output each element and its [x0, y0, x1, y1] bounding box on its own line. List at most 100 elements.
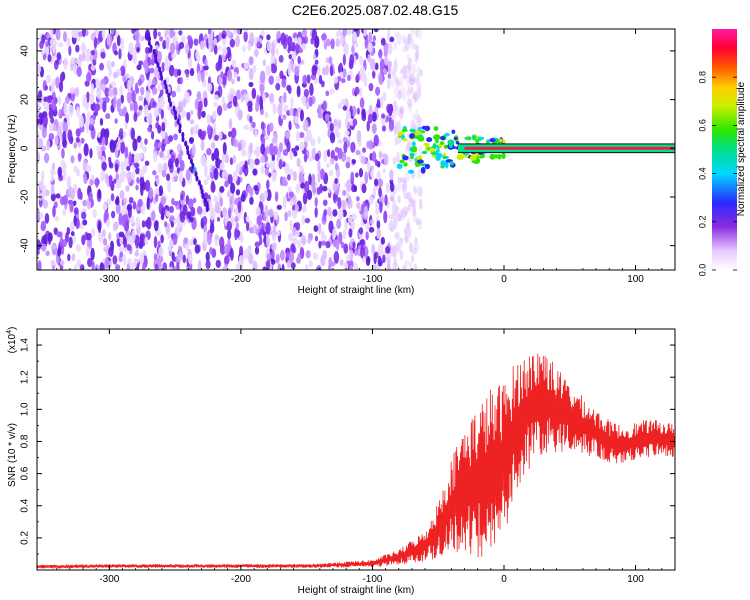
noise-speck [61, 148, 65, 159]
x-tick-label: 0 [501, 574, 507, 585]
noise-speck [205, 259, 211, 269]
noise-speck [249, 115, 253, 124]
noise-speck [260, 85, 264, 98]
noise-speck [328, 220, 334, 234]
noise-speck [269, 143, 274, 156]
noise-speck [264, 205, 269, 218]
noise-speck [169, 205, 174, 214]
noise-speck [299, 246, 305, 260]
chart-title: C2E6.2025.087.02.48.G15 [291, 2, 459, 18]
noise-speck [44, 114, 48, 127]
noise-speck [369, 219, 374, 225]
streak-segment [205, 201, 209, 208]
noise-speck [355, 73, 360, 82]
noise-speck [259, 236, 263, 246]
noise-speck [418, 29, 423, 40]
noise-speck [271, 64, 278, 74]
noise-speck [335, 238, 340, 251]
noise-speck [410, 254, 415, 263]
noise-speck [412, 204, 417, 217]
noise-speck [407, 203, 412, 213]
onset-blob [408, 169, 415, 174]
noise-speck [59, 236, 64, 247]
noise-speck [342, 105, 348, 111]
noise-speck [215, 61, 221, 72]
noise-speck [337, 196, 342, 210]
noise-speck [235, 189, 241, 196]
noise-speck [99, 118, 104, 126]
noise-speck [378, 186, 382, 198]
noise-speck [159, 89, 164, 96]
noise-speck [112, 71, 119, 79]
noise-speck [77, 187, 82, 200]
noise-speck [332, 209, 338, 217]
noise-speck [70, 231, 75, 237]
noise-speck [329, 157, 335, 165]
noise-speck [106, 219, 111, 228]
noise-speck [169, 215, 175, 222]
noise-speck [183, 111, 188, 117]
x-tick-label: 0 [501, 274, 507, 285]
noise-speck [254, 148, 259, 157]
noise-speck [310, 180, 316, 188]
noise-speck [153, 105, 159, 118]
noise-speck [102, 101, 107, 113]
noise-speck [170, 30, 176, 37]
noise-speck [179, 159, 185, 172]
noise-speck [401, 34, 406, 44]
noise-speck [116, 98, 122, 107]
noise-speck [75, 243, 82, 252]
noise-speck [70, 155, 75, 164]
noise-speck [41, 127, 47, 139]
noise-speck [409, 39, 415, 50]
noise-speck [63, 102, 68, 115]
streak-segment [197, 179, 201, 186]
noise-speck [237, 109, 243, 121]
noise-speck [159, 36, 164, 42]
noise-speck [57, 166, 62, 178]
noise-speck [177, 100, 184, 113]
noise-speck [295, 221, 301, 232]
noise-speck [355, 41, 359, 48]
noise-speck [251, 87, 257, 100]
noise-speck [242, 164, 246, 173]
colorbar-tick-label: 0.6 [697, 119, 707, 132]
noise-speck [225, 29, 232, 37]
noise-speck [58, 121, 64, 127]
noise-speck [349, 265, 354, 270]
streak-segment [147, 35, 151, 42]
noise-speck [335, 38, 340, 48]
noise-speck [294, 204, 299, 213]
noise-speck [387, 43, 393, 55]
noise-speck [256, 41, 261, 48]
noise-speck [255, 102, 260, 113]
noise-speck [52, 205, 56, 218]
noise-speck [295, 183, 301, 194]
onset-blob [489, 138, 496, 143]
noise-speck [254, 129, 258, 138]
noise-speck [342, 29, 347, 37]
noise-speck [203, 178, 208, 186]
noise-speck [47, 54, 52, 63]
noise-speck [330, 38, 335, 50]
noise-speck [102, 229, 106, 238]
noise-speck [386, 29, 391, 41]
noise-speck [152, 170, 157, 176]
noise-speck [50, 184, 55, 195]
noise-speck [282, 149, 289, 156]
noise-speck [289, 220, 293, 232]
noise-speck [338, 29, 342, 36]
noise-speck [371, 151, 377, 163]
noise-speck [177, 251, 184, 261]
y-tick-label: 1.2 [20, 370, 31, 384]
noise-speck [47, 232, 53, 242]
onset-blob [412, 145, 418, 153]
noise-speck [108, 174, 113, 188]
onset-blob [396, 163, 403, 170]
noise-speck [269, 122, 274, 133]
noise-speck [45, 74, 52, 84]
onset-blob [456, 154, 464, 161]
noise-speck [54, 216, 60, 222]
noise-speck [390, 77, 394, 90]
noise-speck [227, 68, 233, 82]
